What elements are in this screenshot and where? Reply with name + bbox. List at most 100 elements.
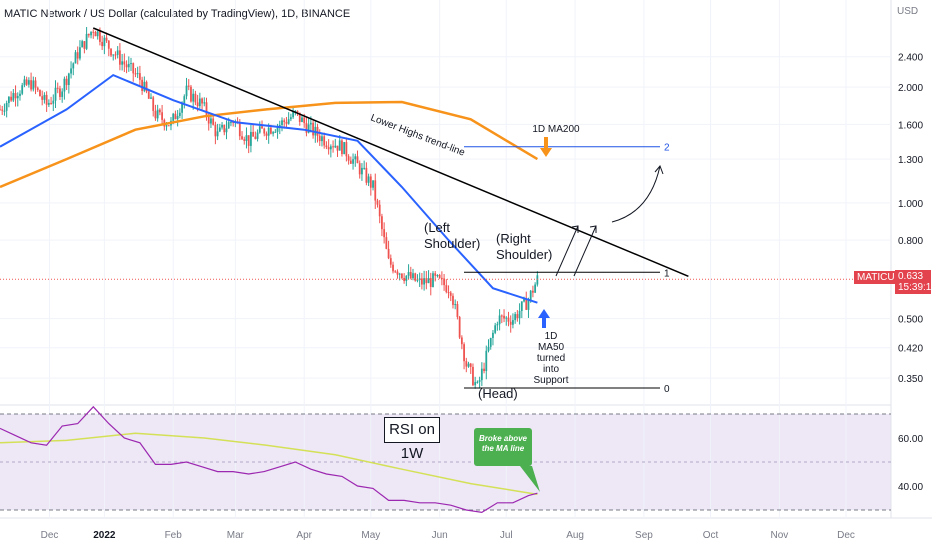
candle-body: [250, 131, 252, 146]
chart-title: MATIC Network / US Dollar (calculated by…: [4, 8, 351, 20]
y-tick-label: 0.350: [898, 374, 923, 385]
candle-body: [518, 310, 521, 319]
candle-body: [474, 382, 477, 386]
candle-body: [274, 131, 277, 133]
candle-body: [67, 73, 70, 86]
candle-body: [414, 273, 417, 281]
candle-body: [456, 304, 459, 317]
candle-body: [143, 81, 146, 91]
candle-body: [296, 110, 299, 113]
candle-body: [156, 109, 159, 119]
candle-body: [232, 122, 235, 124]
y-tick-label: 2.400: [898, 53, 923, 64]
candle-body: [503, 315, 505, 319]
candle-body: [136, 73, 139, 75]
candle-body: [27, 80, 30, 85]
ma50-label-line-4: Support: [533, 375, 569, 386]
candle-body: [114, 54, 117, 56]
candle-body: [227, 122, 230, 129]
candle-body: [50, 102, 52, 104]
candle-body: [527, 300, 530, 310]
candle-body: [112, 54, 115, 56]
candle-body: [512, 320, 514, 325]
candle-body: [210, 118, 212, 124]
candle-body: [70, 68, 72, 74]
y-tick-label: 1.300: [898, 155, 923, 166]
candle-body: [494, 325, 497, 333]
lower-highs-trendline: [92, 27, 689, 277]
candle-body: [245, 135, 248, 141]
ma200-arrow-head: [540, 148, 552, 157]
candle-body: [420, 278, 423, 285]
candle-body: [301, 117, 303, 122]
candle-body: [465, 361, 468, 367]
candle-body: [158, 109, 161, 113]
candle-body: [216, 131, 219, 137]
candle-body: [409, 272, 412, 279]
candle-body: [241, 136, 243, 140]
candle-body: [467, 363, 470, 367]
candle-body: [214, 124, 217, 137]
candle-body: [32, 80, 35, 90]
candle-body: [63, 78, 66, 92]
candle-body: [45, 94, 48, 105]
candle-body: [425, 278, 428, 284]
candle-body: [529, 290, 532, 301]
candle-body: [498, 315, 501, 325]
level-label-1: 1: [664, 268, 670, 279]
candle-body: [110, 48, 112, 56]
candle-body: [21, 85, 24, 94]
candle-body: [83, 41, 86, 49]
candle-body: [423, 278, 426, 285]
candle-body: [312, 122, 314, 136]
candle-body: [389, 258, 392, 265]
candle-body: [265, 133, 268, 136]
candle-body: [347, 156, 350, 161]
candle-body: [127, 63, 130, 68]
candle-body: [36, 87, 39, 91]
candle-body: [476, 381, 479, 383]
candle-body: [223, 124, 226, 133]
candle-body: [443, 278, 445, 286]
candle-body: [161, 112, 163, 120]
candle-body: [458, 316, 461, 338]
candle-body: [105, 37, 108, 41]
candle-body: [338, 140, 341, 151]
candle-body: [372, 180, 374, 188]
ma200-label: 1D MA200: [532, 124, 580, 135]
candle-body: [298, 112, 301, 122]
candle-body: [147, 91, 150, 99]
candle-body: [72, 63, 75, 69]
candle-body: [523, 298, 525, 302]
candle-body: [92, 31, 95, 33]
x-tick-label: Dec: [41, 530, 59, 541]
candle-body: [363, 167, 366, 169]
candle-body: [496, 324, 499, 326]
candle-body: [150, 97, 152, 99]
rsi-callout: Broke above the MA line: [474, 428, 532, 466]
candle-body: [138, 73, 141, 80]
candle-body: [509, 321, 512, 325]
right-shoulder-label: (Right Shoulder): [496, 231, 552, 263]
candle-body: [79, 47, 81, 59]
y-tick-label: 2.000: [898, 83, 923, 94]
candle-body: [218, 127, 221, 132]
candle-body: [514, 314, 517, 321]
candle-body: [256, 132, 259, 139]
candle-body: [356, 156, 359, 164]
candle-body: [289, 117, 292, 120]
candle-body: [505, 317, 508, 319]
candle-body: [369, 176, 372, 188]
rsi-title-box: RSI on 1W: [384, 417, 440, 462]
projection-curve-head: [654, 165, 664, 175]
candle-body: [352, 159, 354, 164]
price-countdown: 15:39:17: [898, 282, 932, 293]
candle-body: [283, 120, 286, 123]
candle-body: [345, 142, 348, 157]
candle-body: [7, 96, 10, 104]
candles: [0, 27, 539, 389]
x-tick-label: May: [361, 530, 380, 541]
candle-body: [361, 167, 363, 175]
